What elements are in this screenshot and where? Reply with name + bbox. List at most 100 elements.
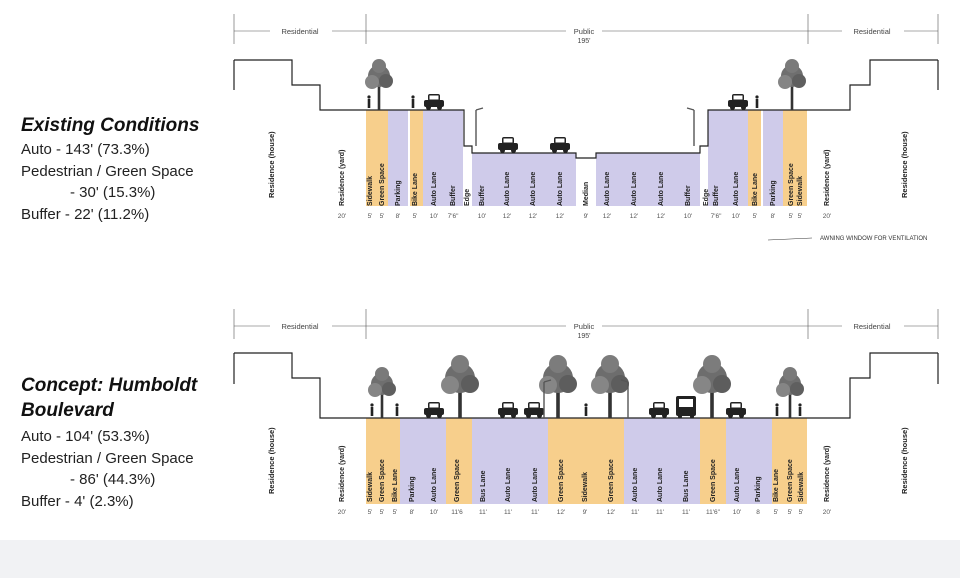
lane-width-label: 5'	[368, 213, 373, 220]
tree-icon	[539, 355, 577, 418]
lane-width-label: 11'6"	[706, 509, 721, 516]
lane-label: Buffer	[713, 185, 720, 206]
person-icon	[584, 403, 588, 416]
lane-label: Residence (house)	[267, 427, 276, 494]
lane-label: Auto Lane	[631, 172, 638, 206]
lane-label: Residence (house)	[267, 131, 276, 198]
lane-label: Buffer	[479, 185, 486, 206]
dim-residential-right: Residential	[853, 27, 890, 36]
lane-width-label: 10'	[430, 509, 438, 516]
bus-icon	[676, 396, 696, 419]
lane-bands	[366, 418, 807, 504]
lane-label: Sidewalk	[367, 176, 374, 206]
lane-width-label: 12'	[603, 213, 611, 220]
lane-width-label: 10'	[430, 213, 438, 220]
car-icon	[649, 402, 669, 418]
lane-width-label: 5'	[788, 509, 793, 516]
lane-width-label: 5'	[380, 509, 385, 516]
lane-width-label: 10'	[732, 213, 740, 220]
bottom-shadow	[0, 540, 960, 578]
lane-width-label: 11'6	[451, 509, 463, 516]
street-profile-outline	[233, 59, 939, 159]
dim-residential-right: Residential	[853, 322, 890, 331]
lane-label: Sidewalk	[798, 472, 805, 502]
lane-width-label: 12'	[503, 213, 511, 220]
lane-label: Green Space	[558, 459, 565, 502]
section-title: Concept: Humboldt	[21, 375, 198, 396]
lane-width-label: 12'	[556, 213, 564, 220]
stat-buffer: Buffer - 4' (2.3%)	[21, 493, 134, 510]
lane-label: Auto Lane	[734, 468, 741, 502]
section-subtitle: Boulevard	[21, 400, 114, 421]
streetlight-icon	[686, 107, 695, 147]
lane-width-label: 8'	[410, 509, 415, 516]
lane-label: Green Space	[608, 459, 615, 502]
note-label: Awning window for ventilation	[820, 236, 927, 242]
note-leader-line	[767, 237, 813, 241]
lane-width-label: 20'	[338, 509, 346, 516]
lane-bands	[366, 110, 807, 206]
lane-width-label: 10'	[478, 213, 486, 220]
lane-width-label: 5'	[774, 509, 779, 516]
street-profile-outline	[233, 352, 939, 419]
lane-width-label: 5'	[413, 213, 418, 220]
lane-label: Sidewalk	[797, 176, 804, 206]
lane-width-label: 11'	[479, 509, 487, 516]
lane-label: Parking	[770, 180, 777, 206]
lane-label: Bike Lane	[412, 173, 419, 206]
car-icon	[728, 94, 748, 110]
lane-label: Green Space	[710, 459, 717, 502]
lane-width-label: 9'	[583, 509, 588, 516]
streetlight-icon	[475, 107, 484, 147]
dim-public-width: 195'	[577, 38, 590, 45]
stat-pedestrian-value: - 30' (15.3%)	[70, 184, 155, 201]
lane-label: Auto Lane	[657, 468, 664, 502]
lane-width-label: 10'	[733, 509, 741, 516]
lane-width-label: 5'	[799, 509, 804, 516]
lane-label: Auto Lane	[557, 172, 564, 206]
lane-width-label: 8'	[771, 213, 776, 220]
stat-pedestrian: Pedestrian / Green Space	[21, 450, 194, 467]
car-icon	[498, 137, 518, 153]
lane-width-label: 5'	[798, 213, 803, 220]
lane-width-label: 7'6"	[711, 213, 722, 220]
lane-label: Parking	[409, 476, 416, 502]
lane-width-label: 12'	[607, 509, 615, 516]
lane-label: Edge	[464, 189, 471, 206]
tree-icon	[441, 355, 479, 418]
lane-width-label: 5'	[393, 509, 398, 516]
lane-label: Bike Lane	[392, 469, 399, 502]
tree-icon	[591, 355, 629, 418]
lane-label: Auto Lane	[604, 172, 611, 206]
dim-public-width: 195'	[577, 333, 590, 340]
lane-label: Green Space	[788, 163, 795, 206]
stat-auto: Auto - 143' (73.3%)	[21, 141, 150, 158]
lane-label: Bus Lane	[480, 470, 487, 502]
lane-label: Residence (yard)	[824, 446, 831, 502]
lane-width-label: 20'	[338, 213, 346, 220]
lane-width-label: 7'6"	[448, 213, 459, 220]
lane-label: Bike Lane	[752, 173, 759, 206]
lane-label: Residence (yard)	[824, 150, 831, 206]
stat-pedestrian-value: - 86' (44.3%)	[70, 471, 155, 488]
person-icon	[775, 403, 779, 416]
lane-label: Auto Lane	[431, 172, 438, 206]
lane-label: Green Space	[787, 459, 794, 502]
car-icon	[424, 402, 444, 418]
dim-residential-left: Residential	[281, 27, 318, 36]
lane-label: Residence (yard)	[339, 446, 346, 502]
lane-label: Parking	[755, 476, 762, 502]
existing-conditions-section: Residential Public 195' Residential	[21, 14, 939, 242]
lane-label: Edge	[703, 189, 710, 206]
stat-buffer: Buffer - 22' (11.2%)	[21, 206, 149, 223]
lane-width-label: 8'	[396, 213, 401, 220]
lane-label: Sidewalk	[367, 472, 374, 502]
lane-width-label: 9'	[584, 213, 589, 220]
lane-label: Auto Lane	[431, 468, 438, 502]
lane-label: Green Space	[379, 163, 386, 206]
lane-label: Buffer	[450, 185, 457, 206]
car-icon	[424, 94, 444, 110]
stat-auto: Auto - 104' (53.3%)	[21, 428, 150, 445]
person-icon	[411, 95, 415, 108]
